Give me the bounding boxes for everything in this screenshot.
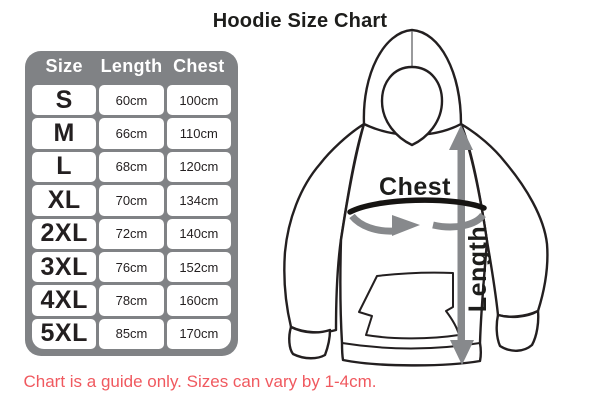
size-cell: 5XL [32,318,97,349]
chest-cell: 110cm [166,118,231,149]
size-cell: M [32,118,97,149]
chest-cell: 160cm [166,285,231,316]
chest-cell: 152cm [166,251,231,283]
size-cell: XL [32,185,97,216]
chest-arrow [347,197,487,236]
length-cell: 72cm [99,218,164,249]
chest-cell: 170cm [166,318,231,349]
hoodie-diagram: Chest Length [283,28,549,367]
chest-cell: 120cm [166,151,231,183]
chest-cell: 140cm [166,218,231,249]
length-cell: 76cm [99,251,164,283]
size-cell: 2XL [32,218,97,249]
size-cell: 4XL [32,285,97,316]
size-cell: L [32,151,97,183]
kangaroo-pocket [358,271,460,340]
hoodie-left-cuff [288,325,332,360]
size-cell: S [32,85,97,116]
length-cell: 68cm [99,151,164,183]
hood-face-opening [380,65,444,147]
hoodie-right-cuff [495,309,540,352]
length-cell: 85cm [99,318,164,349]
size-table: Size Length Chest S 60cm 100cm M 66cm 11… [25,51,238,356]
column-header-chest: Chest [173,56,225,76]
column-header-length: Length [100,56,163,76]
length-arrow [449,125,474,365]
length-cell: 66cm [99,118,164,149]
chest-cell: 100cm [166,85,231,116]
length-cell: 78cm [99,285,164,316]
length-cell: 60cm [99,85,164,116]
column-header-size: Size [45,56,83,76]
page-title: Hoodie Size Chart [212,10,388,32]
chest-cell: 134cm [166,185,231,216]
chest-label: Chest [379,173,451,201]
length-label: Length [464,226,492,312]
disclaimer-note: Chart is a guide only. Sizes can vary by… [23,372,377,391]
length-cell: 70cm [99,185,164,216]
size-cell: 3XL [32,251,97,283]
